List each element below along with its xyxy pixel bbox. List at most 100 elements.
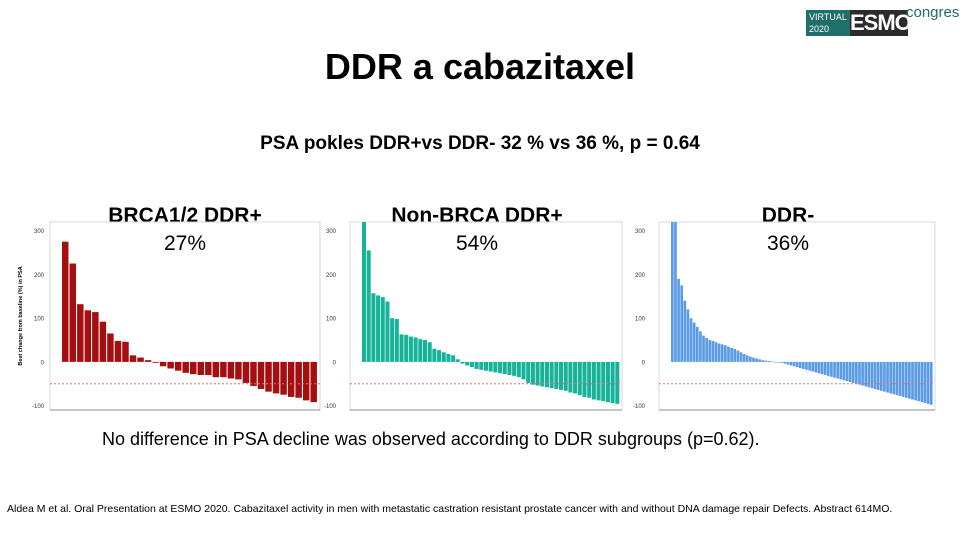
bar <box>864 361 868 387</box>
bar <box>761 360 765 362</box>
bar <box>573 361 578 394</box>
bar <box>867 361 871 388</box>
bar <box>914 361 917 401</box>
bar <box>287 361 295 397</box>
bar <box>699 331 702 362</box>
bar <box>380 297 385 362</box>
logo-esmo-text: ESMO <box>850 10 912 36</box>
bar <box>137 357 144 362</box>
bar <box>371 293 376 362</box>
bar <box>767 361 771 362</box>
bar <box>714 342 718 362</box>
y-tick-label: 300 <box>34 229 45 235</box>
bar <box>272 361 280 394</box>
bar <box>745 355 749 362</box>
bar <box>702 335 705 362</box>
bar <box>873 361 877 390</box>
bar <box>724 345 727 362</box>
bar <box>727 346 730 362</box>
bar <box>92 312 99 362</box>
bar <box>879 361 883 391</box>
bar <box>460 361 465 364</box>
bar <box>174 361 182 371</box>
bar <box>167 361 174 369</box>
chart-panel-brca: BRCA1/2 DDR+ 27% 300 200 100 0 -100 Best chan… <box>10 200 330 420</box>
bar <box>441 352 446 362</box>
bar <box>563 361 568 391</box>
bar <box>205 361 212 376</box>
bar <box>671 222 674 362</box>
bar <box>582 361 587 397</box>
bar <box>848 361 852 383</box>
bar <box>814 361 818 373</box>
bar <box>474 361 479 369</box>
bar <box>742 354 746 362</box>
bar <box>535 361 540 386</box>
bar <box>842 361 846 381</box>
bar <box>717 343 721 362</box>
bar <box>795 361 799 368</box>
chart-annotation: 36% <box>766 232 810 255</box>
y-tick-label: -100 <box>32 404 45 410</box>
chart-panel-ddrneg: DDR- 36% 300 200 100 0 -100 <box>633 200 943 420</box>
bar <box>817 361 821 374</box>
y-tick-label: 100 <box>34 317 45 323</box>
bar <box>686 309 690 362</box>
bar <box>773 361 777 363</box>
bar <box>432 348 437 362</box>
bar <box>99 321 107 362</box>
y-tick-label: 100 <box>326 317 337 323</box>
chart-panel-nonbrca: Non-BRCA DDR+ 54% 300 200 100 0 -100 <box>322 200 627 420</box>
bar <box>886 361 889 393</box>
bar <box>366 250 371 362</box>
bar <box>591 361 596 400</box>
bar <box>512 361 517 376</box>
bar <box>733 348 737 362</box>
bar <box>122 341 129 362</box>
bar <box>596 361 601 401</box>
bar <box>917 361 921 402</box>
y-tick-label: 0 <box>642 360 646 366</box>
bar <box>752 357 755 362</box>
bar <box>235 361 242 380</box>
bar <box>544 361 549 388</box>
bar <box>408 336 413 362</box>
bar <box>280 361 287 395</box>
chart-title: DDR- <box>761 204 815 227</box>
bar <box>465 361 470 366</box>
y-tick-label: -100 <box>324 404 337 410</box>
bar <box>692 322 696 362</box>
bar <box>422 340 428 362</box>
bar <box>845 361 849 382</box>
bar <box>783 361 786 364</box>
bar <box>227 361 235 379</box>
bar <box>708 340 712 362</box>
bar <box>84 310 92 362</box>
bar <box>212 361 220 378</box>
bar <box>839 361 843 380</box>
bar <box>488 361 493 372</box>
bar <box>689 318 693 362</box>
bar <box>413 337 418 362</box>
bar <box>190 361 197 375</box>
bar <box>870 361 874 389</box>
bar <box>883 361 886 392</box>
bar <box>479 361 484 370</box>
conclusion-text: No difference in PSA decline was observe… <box>102 429 760 449</box>
bar <box>114 340 122 362</box>
bar <box>498 361 503 374</box>
bar <box>540 361 545 387</box>
bar <box>811 361 815 372</box>
bar <box>705 337 708 362</box>
bar <box>926 361 930 404</box>
bar <box>77 304 84 362</box>
bar <box>242 361 250 383</box>
bar <box>820 361 824 375</box>
logo-virtual-badge: VIRTUAL 2020 <box>806 10 850 36</box>
bar <box>577 361 582 396</box>
bar <box>808 361 811 371</box>
bar <box>833 361 836 378</box>
y-tick-label: -100 <box>633 404 646 410</box>
bar <box>851 361 855 383</box>
bar <box>755 358 758 362</box>
